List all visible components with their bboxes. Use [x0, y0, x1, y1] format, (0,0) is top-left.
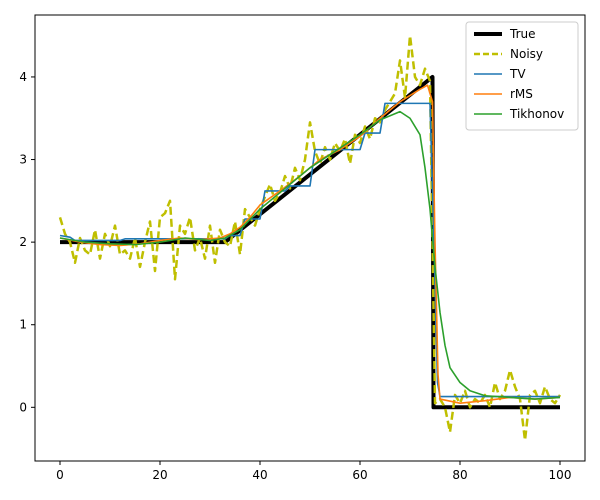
y-tick-label: 3	[19, 153, 27, 167]
series-line-tikhonov	[59, 110, 561, 400]
legend-label-rms: rMS	[510, 87, 533, 101]
x-tick-label: 0	[56, 468, 64, 482]
y-tick-label: 1	[19, 318, 27, 332]
y-tick-label: 2	[19, 235, 27, 249]
axis-layer: 0 20 40 60 80 100 0 1 2 3 4	[19, 70, 571, 482]
legend: True Noisy TV rMS Tikhonov	[465, 21, 579, 131]
x-tick-label: 100	[549, 468, 572, 482]
x-tick-label: 60	[352, 468, 367, 482]
legend-label-true: True	[509, 27, 536, 41]
legend-label-tv: TV	[509, 67, 526, 81]
series-layer	[58, 34, 562, 442]
x-tick-label: 80	[452, 468, 467, 482]
x-tick-label: 40	[252, 468, 267, 482]
y-tick-label: 4	[19, 70, 27, 84]
legend-label-tikhonov: Tikhonov	[509, 107, 564, 121]
x-tick-label: 20	[152, 468, 167, 482]
y-tick-label: 0	[19, 400, 27, 414]
series-line-rms	[59, 84, 561, 404]
plot-frame	[34, 14, 586, 462]
series-line-tv	[59, 102, 560, 398]
legend-box	[465, 21, 579, 131]
series-line-true	[60, 74, 560, 410]
series-line-noisy	[58, 34, 562, 442]
legend-label-noisy: Noisy	[510, 47, 543, 61]
